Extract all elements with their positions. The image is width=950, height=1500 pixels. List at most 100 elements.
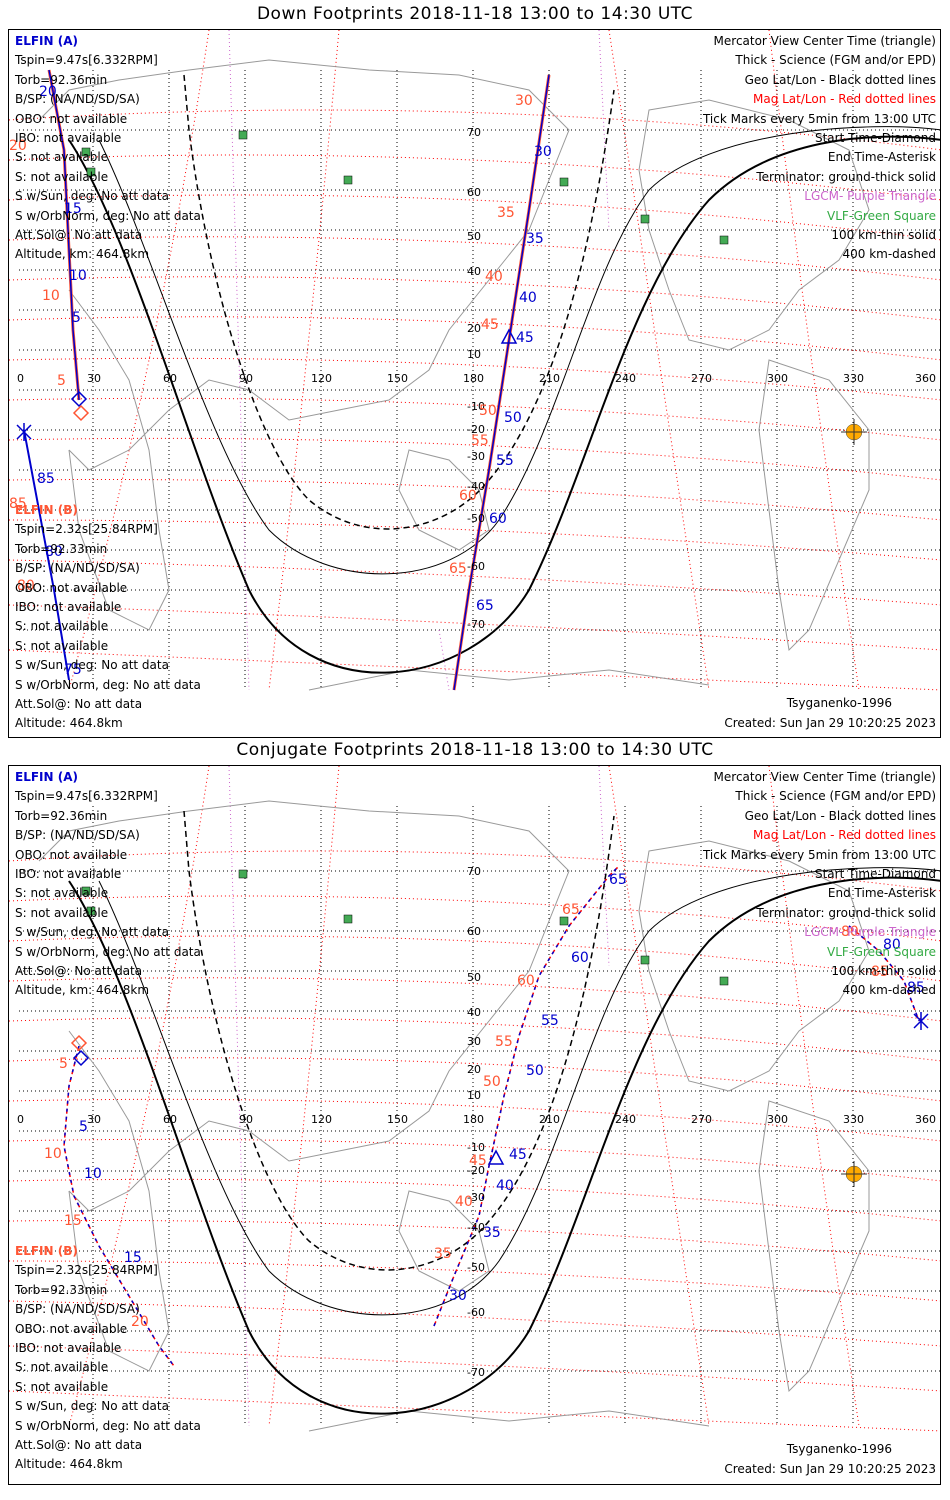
info-line: Tspin=2.32s[25.84RPM] (15, 522, 158, 537)
svg-text:85: 85 (871, 964, 889, 980)
info-line: Att.Sol@: No att data (15, 1437, 143, 1452)
svg-text:85: 85 (907, 980, 925, 996)
legend-item: Geo Lat/Lon - Black dotted lines (744, 808, 936, 823)
info-line: B/SP: (NA/ND/SD/SA) (15, 1302, 140, 1317)
info-line: S w/Sun, deg: No att data (15, 658, 169, 673)
elfin-a-info: ELFIN (A) Tspin=9.47s[6.332RPM] Torb=92.… (15, 768, 201, 1001)
svg-text:60: 60 (163, 1113, 177, 1126)
coastlines (38, 800, 870, 1432)
svg-text:80: 80 (45, 544, 63, 560)
svg-text:360: 360 (915, 372, 936, 385)
elfin-a-label: ELFIN (A) (15, 34, 78, 48)
svg-text:60: 60 (467, 925, 481, 938)
svg-text:10: 10 (467, 1089, 481, 1102)
map-canvas-2: 0 30 60 90 120 150 180 210 240 270 300 330 360 7… (9, 766, 940, 1432)
info-line: Torb=92.36min (15, 808, 108, 823)
svg-text:-30: -30 (467, 1191, 485, 1204)
svg-text:55: 55 (471, 433, 489, 449)
legend-item: Tick Marks every 5min from 13:00 UTC (702, 847, 936, 862)
svg-text:-10: -10 (467, 1141, 485, 1154)
coastlines (38, 59, 870, 691)
legend-item: Terminator: ground-thick solid (756, 169, 936, 184)
svg-text:-60: -60 (467, 1306, 485, 1319)
legend-1: Mercator View Center Time (triangle) Thi… (703, 32, 936, 265)
svg-text:30: 30 (534, 144, 552, 160)
svg-text:15: 15 (64, 201, 82, 217)
svg-text:20: 20 (9, 138, 27, 154)
mag-grid (9, 30, 940, 691)
info-line: Tspin=2.32s[25.84RPM] (15, 1263, 158, 1278)
legend-item: 400 km-dashed (842, 983, 936, 998)
svg-text:120: 120 (311, 372, 332, 385)
legend-item: LGCM- Purple Triangle (804, 925, 936, 940)
legend-item: Tick Marks every 5min from 13:00 UTC (702, 111, 936, 126)
info-line: S: not available (15, 169, 109, 184)
legend-item: End Time-Asterisk (827, 150, 936, 165)
svg-text:55: 55 (541, 1013, 559, 1029)
svg-text:80: 80 (883, 937, 901, 953)
legend-item: 400 km-dashed (842, 247, 936, 262)
svg-text:60: 60 (163, 372, 177, 385)
svg-text:240: 240 (615, 1113, 636, 1126)
info-line: Altitude: 464.8km (15, 1457, 123, 1472)
legend-item: VLF-Green Square (827, 944, 936, 959)
svg-text:50: 50 (483, 1074, 501, 1090)
info-line: Altitude, km: 464.8km (15, 983, 150, 998)
panel-1-title: Down Footprints 2018-11-18 13:00 to 14:3… (256, 4, 694, 24)
svg-text:210: 210 (539, 1113, 560, 1126)
svg-text:360: 360 (915, 1113, 936, 1126)
info-line: Att.Sol@: No att data (15, 696, 143, 711)
info-line: Att.Sol@: No att data (15, 227, 143, 242)
svg-text:10: 10 (467, 348, 481, 361)
info-line: S w/Sun, deg: No att data (15, 189, 169, 204)
svg-text:180: 180 (463, 1113, 484, 1126)
svg-text:55: 55 (495, 1034, 513, 1050)
svg-text:90: 90 (239, 1113, 253, 1126)
track-b-times: 5 10 15 20 45 40 35 50 55 60 65 80 85 (44, 902, 889, 1330)
svg-text:270: 270 (691, 372, 712, 385)
info-line: IBO: not available (15, 1340, 122, 1355)
info-line: S w/OrbNorm, deg: No att data (15, 1418, 201, 1433)
svg-text:40: 40 (467, 265, 481, 278)
svg-text:60: 60 (467, 186, 481, 199)
svg-text:45: 45 (516, 330, 534, 346)
legend-item: Thick - Science (FGM and/or EPD) (735, 789, 936, 804)
svg-text:-20: -20 (467, 1164, 485, 1177)
svg-text:-20: -20 (467, 423, 485, 436)
svg-text:-50: -50 (467, 1261, 485, 1274)
info-line: IBO: not available (15, 130, 122, 145)
svg-text:20: 20 (131, 1314, 149, 1330)
info-line: S: not available (15, 150, 109, 165)
svg-text:55: 55 (496, 453, 514, 469)
svg-text:35: 35 (497, 205, 515, 221)
info-line: OBO: not available (15, 111, 128, 126)
svg-text:150: 150 (387, 372, 408, 385)
vlf-markers (81, 869, 729, 986)
svg-text:40: 40 (467, 1006, 481, 1019)
model-label: Tsyganenko-1996 (786, 1442, 892, 1456)
info-line: S w/OrbNorm, deg: No att data (15, 208, 201, 223)
legend-item: LGCM- Purple Triangle (804, 189, 936, 204)
svg-text:30: 30 (467, 1035, 481, 1048)
legend-item: Mercator View Center Time (triangle) (713, 770, 936, 784)
created-label: Created: Sun Jan 29 10:20:25 2023 (724, 1462, 936, 1476)
legend-item: Mag Lat/Lon - Red dotted lines (752, 92, 936, 107)
svg-text:65: 65 (449, 561, 467, 577)
svg-text:45: 45 (469, 1153, 487, 1169)
svg-text:0: 0 (17, 372, 24, 385)
svg-text:0: 0 (17, 1113, 24, 1126)
legend-item: Geo Lat/Lon - Black dotted lines (744, 72, 936, 87)
elfin-a-label: ELFIN (A) (15, 770, 78, 784)
svg-text:50: 50 (526, 1063, 544, 1079)
elfin-b-label: ELFIN (B) (15, 503, 78, 517)
info-line: B/SP: (NA/ND/SD/SA) (15, 828, 140, 843)
svg-text:30: 30 (87, 1113, 101, 1126)
svg-text:-60: -60 (467, 560, 485, 573)
info-line: S w/OrbNorm, deg: No att data (15, 677, 201, 692)
svg-text:5: 5 (72, 310, 81, 326)
legend-item: Start Time-Diamond (814, 866, 936, 881)
elfin-tracks (23, 69, 551, 691)
svg-text:20: 20 (467, 1063, 481, 1076)
info-line: S: not available (15, 619, 109, 634)
svg-text:35: 35 (434, 1246, 452, 1262)
